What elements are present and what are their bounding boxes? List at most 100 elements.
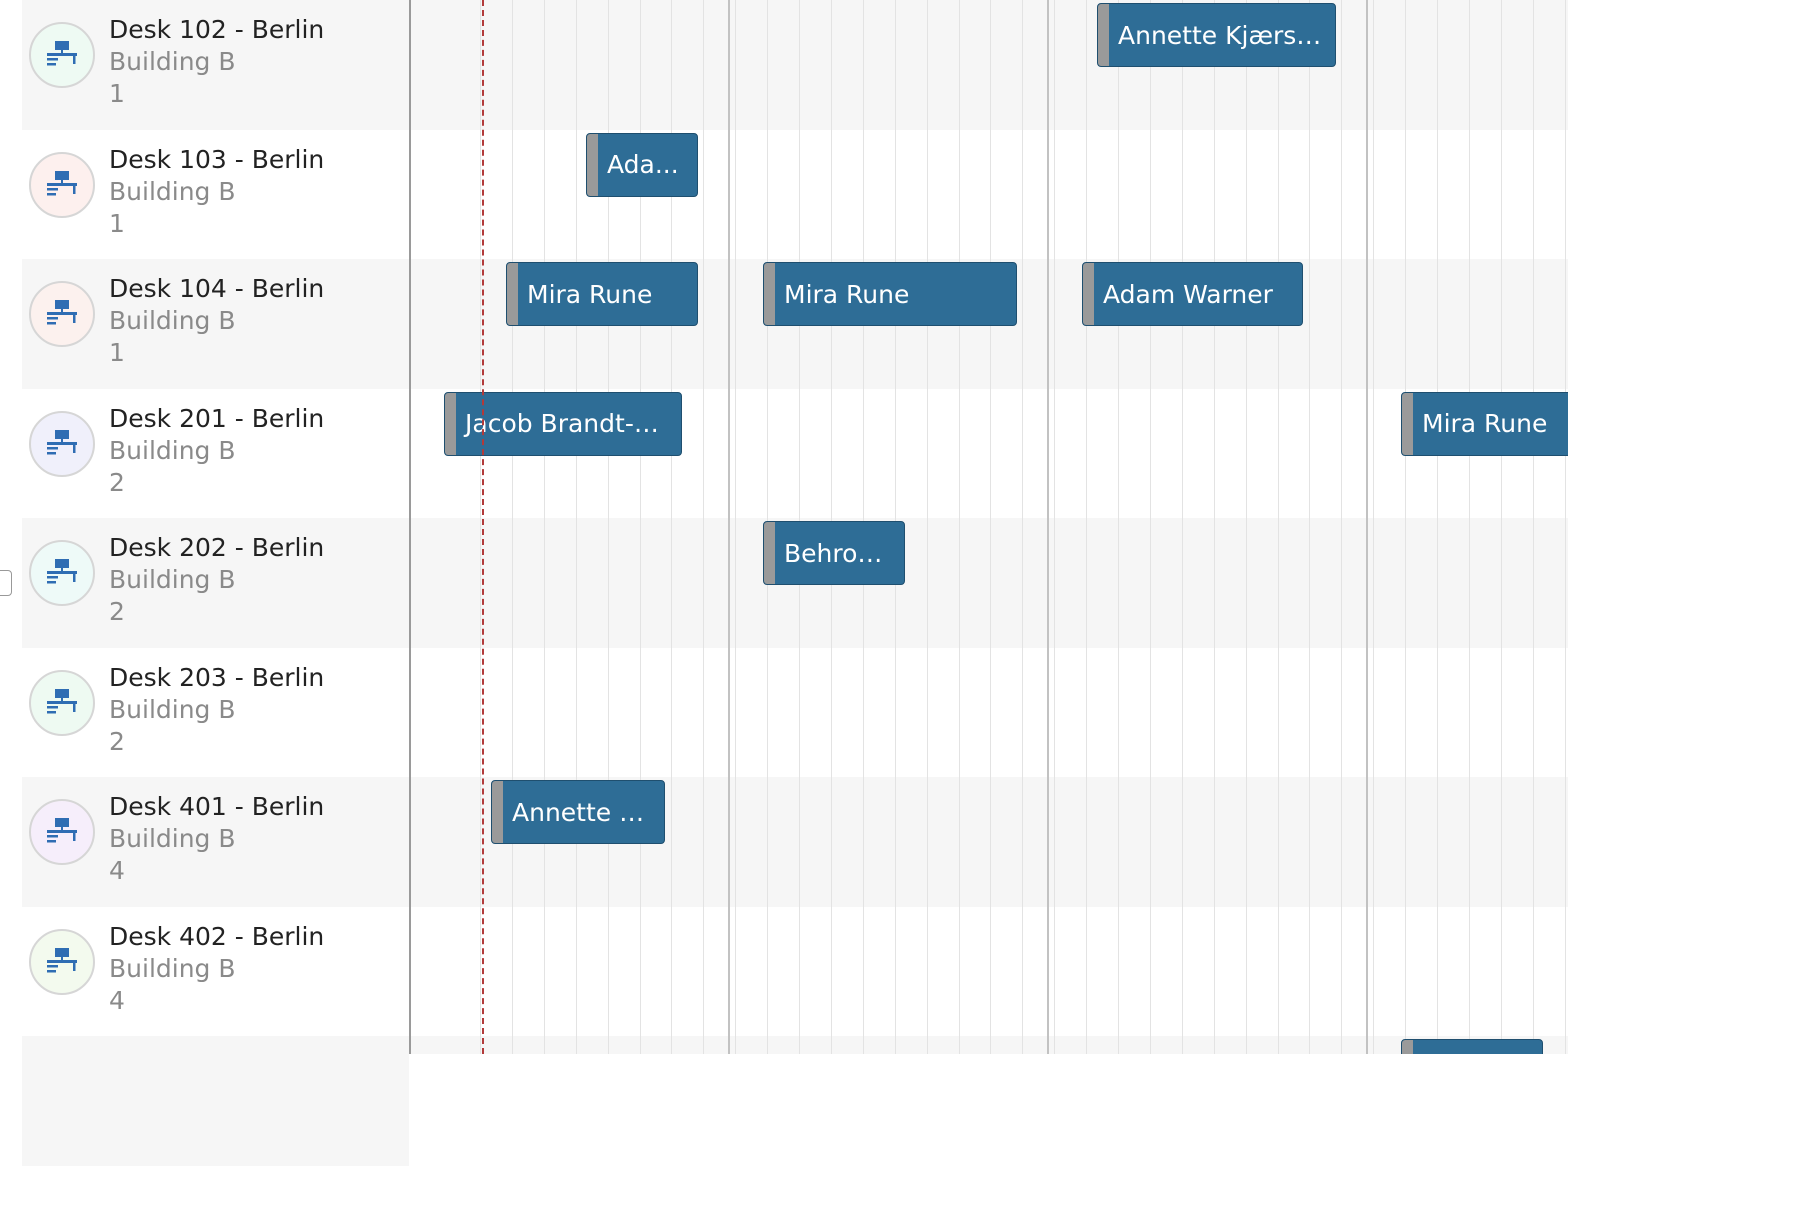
row-edge-strip (0, 906, 22, 1036)
grid-line (607, 0, 609, 1054)
grid-line (1245, 0, 1247, 1054)
booking-event[interactable]: Mira Rune (506, 262, 698, 326)
event-resize-handle[interactable] (492, 781, 503, 843)
row-edge-strip (0, 129, 22, 259)
booking-event[interactable]: Ada... (586, 132, 698, 197)
timeline-row[interactable] (411, 0, 1568, 130)
grid-line (543, 0, 545, 1054)
row-edge-strip (0, 777, 22, 907)
resource-row[interactable] (0, 1036, 409, 1166)
desk-workstation-icon (47, 170, 77, 195)
resource-building: Building B (109, 694, 236, 724)
resource-name: Desk 402 - Berlin (109, 921, 325, 951)
event-resize-handle[interactable] (764, 263, 775, 325)
resource-avatar (29, 540, 95, 606)
resource-floor: 4 (109, 856, 125, 885)
event-resize-handle[interactable] (507, 263, 518, 325)
grid-line (575, 0, 577, 1054)
grid-line (639, 0, 641, 1054)
booking-event[interactable]: Jacob Brandt-M... (444, 391, 682, 456)
booking-event-label: Mira Rune (784, 279, 910, 309)
event-resize-handle[interactable] (1402, 1040, 1413, 1054)
timeline-row[interactable] (411, 647, 1568, 777)
grid-line (1277, 0, 1279, 1054)
resource-column: Desk 102 - Berlin Building B 1 Desk 103 - B… (0, 0, 411, 1166)
grid-line (1149, 0, 1151, 1054)
booking-event[interactable]: Mira Rune (763, 262, 1017, 326)
booking-event[interactable] (1401, 1039, 1543, 1054)
desk-workstation-icon (47, 818, 77, 843)
row-edge-strip (0, 647, 22, 777)
grid-line (1086, 0, 1088, 1054)
resource-name: Desk 102 - Berlin (109, 15, 325, 44)
grid-line (1500, 0, 1502, 1054)
grid-line (1373, 0, 1375, 1054)
event-resize-handle[interactable] (1083, 263, 1094, 325)
current-time-marker (482, 0, 484, 1054)
resource-avatar (29, 281, 95, 347)
booking-event[interactable]: Adam Warner (1082, 262, 1303, 326)
resource-building: Building B (109, 176, 236, 206)
event-resize-handle[interactable] (764, 522, 775, 584)
resource-floor: 2 (109, 467, 125, 497)
resource-building: Building B (109, 435, 236, 465)
resource-row[interactable]: Desk 102 - Berlin Building B 1 (0, 0, 409, 130)
grid-line (1437, 0, 1438, 1054)
resource-avatar (29, 799, 95, 865)
grid-line (1213, 0, 1215, 1054)
grid-line (1022, 0, 1024, 1054)
resource-row[interactable]: Desk 202 - Berlin Building B 2 (0, 518, 409, 648)
timeline-row[interactable] (411, 518, 1568, 648)
event-resize-handle[interactable] (445, 392, 456, 455)
grid-line (1309, 0, 1311, 1054)
resource-name: Desk 104 - Berlin (109, 274, 325, 303)
booking-event[interactable]: Annette Kj... (491, 780, 665, 844)
grid-line (1468, 0, 1470, 1054)
timeline-row[interactable] (411, 906, 1568, 1036)
resource-row[interactable]: Desk 104 - Berlin Building B 1 (0, 259, 409, 389)
grid-line (1532, 0, 1534, 1054)
resource-name: Desk 103 - Berlin (109, 144, 325, 174)
booking-event-label: Behrou... (784, 538, 898, 568)
booking-event-label: Mira Rune (1422, 409, 1548, 438)
desk-workstation-icon (47, 41, 77, 66)
booking-event-label: Annette Kj... (512, 797, 664, 827)
event-resize-handle[interactable] (1098, 4, 1109, 66)
booking-event-label: Adam Warner (1103, 279, 1273, 309)
event-resize-handle[interactable] (1402, 392, 1413, 455)
resource-floor: 1 (109, 208, 125, 238)
grid-line (990, 0, 992, 1054)
resource-name: Desk 401 - Berlin (109, 792, 325, 821)
desk-workstation-icon (47, 559, 77, 584)
resource-name: Desk 203 - Berlin (109, 662, 325, 692)
grid-line (926, 0, 928, 1054)
booking-event[interactable]: Mira Rune (1401, 391, 1568, 456)
grid-line (1118, 0, 1119, 1054)
row-select-checkbox[interactable] (0, 570, 12, 596)
timeline-grid[interactable]: Annette Kjærsg... Ada... Mira Rune Mira Run… (411, 0, 1568, 1054)
timeline-row[interactable] (411, 1036, 1568, 1054)
resource-name: Desk 201 - Berlin (109, 403, 325, 433)
booking-event[interactable]: Behrou... (763, 521, 905, 585)
day-divider (1047, 0, 1049, 1054)
resource-floor: 4 (109, 985, 125, 1015)
event-resize-handle[interactable] (587, 133, 598, 196)
grid-line (1405, 0, 1407, 1054)
resource-avatar (29, 410, 95, 477)
grid-line (958, 0, 960, 1054)
resource-floor: 1 (109, 79, 125, 108)
resource-row[interactable]: Desk 401 - Berlin Building B 4 (0, 777, 409, 907)
resource-building: Building B (109, 953, 236, 983)
booking-event-label: Ada... (607, 150, 679, 179)
row-edge-strip (0, 1036, 22, 1166)
grid-line (1341, 0, 1343, 1054)
desk-workstation-icon (47, 947, 77, 972)
grid-line (1181, 0, 1183, 1054)
booking-event[interactable]: Annette Kjærsg... (1097, 3, 1336, 67)
desk-workstation-icon (47, 300, 77, 325)
grid-line (703, 0, 705, 1054)
